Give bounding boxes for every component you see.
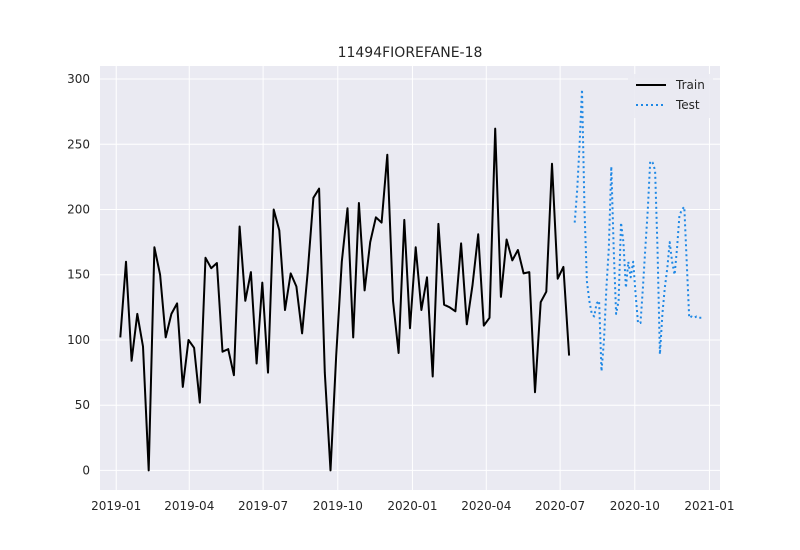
legend-test-label: Test [675, 98, 700, 112]
x-axis-ticks: 2019-01 2019-04 2019-07 2019-10 2020-01 2020-… [91, 499, 734, 513]
series-test-line [573, 88, 702, 373]
legend-train-label: Train [675, 78, 705, 92]
x-tick-label: 2019-04 [164, 499, 214, 513]
y-tick-label: 300 [67, 72, 90, 86]
y-tick-label: 0 [82, 463, 90, 477]
x-tick-label: 2019-07 [238, 499, 288, 513]
y-tick-label: 50 [75, 398, 90, 412]
chart-title: 11494FIOREFANE-18 [338, 45, 483, 61]
plot-background [100, 66, 720, 490]
series-layer [119, 88, 702, 472]
x-tick-label: 2021-01 [684, 499, 734, 513]
x-tick-label: 2020-04 [461, 499, 511, 513]
x-tick-label: 2020-07 [535, 499, 585, 513]
x-tick-label: 2019-01 [91, 499, 141, 513]
y-tick-label: 100 [67, 333, 90, 347]
x-tick-label: 2019-10 [313, 499, 363, 513]
legend: Train Test [628, 74, 713, 118]
y-tick-label: 250 [67, 137, 90, 151]
series-train-line [119, 127, 571, 472]
y-tick-label: 200 [67, 203, 90, 217]
x-tick-label: 2020-01 [387, 499, 437, 513]
y-tick-label: 150 [67, 268, 90, 282]
x-tick-label: 2020-10 [610, 499, 660, 513]
y-axis-ticks: 0 50 100 150 200 250 300 [67, 72, 90, 477]
grid-lines [100, 66, 720, 490]
